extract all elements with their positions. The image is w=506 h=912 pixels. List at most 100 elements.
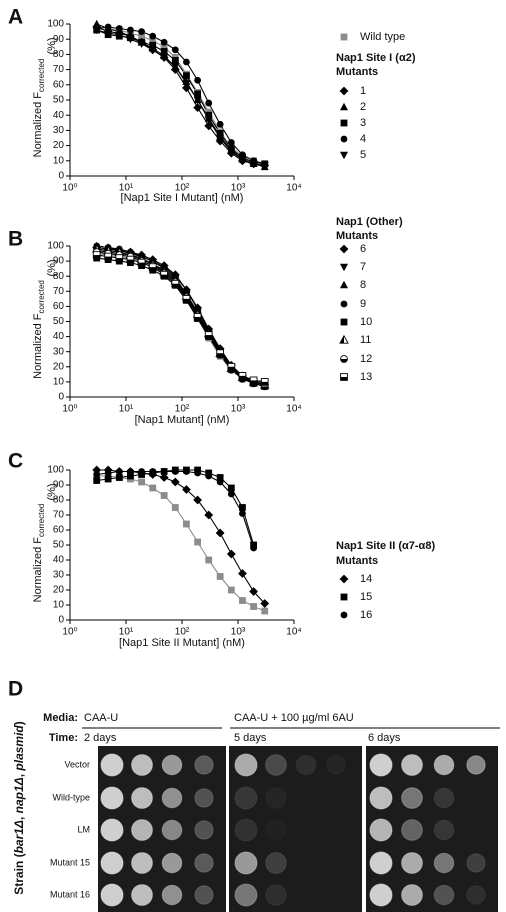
y-axis-label-sub: corrected: [37, 59, 46, 92]
marker-part: [239, 378, 246, 383]
data-point: [93, 477, 101, 484]
strain-label: Vector: [64, 759, 90, 769]
data-point: [182, 83, 191, 93]
y-tick-label: 60: [53, 301, 65, 312]
data-point: [250, 603, 258, 610]
data-point: [239, 597, 246, 604]
colony-spot: [401, 787, 423, 809]
data-point: [260, 599, 270, 608]
data-point: [92, 26, 101, 35]
y-tick-label: 20: [53, 140, 65, 151]
marker-part: [104, 256, 112, 260]
strain-label: Wild-type: [52, 792, 90, 802]
colony-spot: [326, 755, 346, 775]
data-point: [138, 468, 146, 475]
data-point: [171, 504, 179, 511]
data-point: [216, 130, 224, 137]
data-point: [204, 510, 214, 520]
legend-heading: Nap1 Site I (α2): [336, 52, 416, 64]
colony-spot: [131, 787, 153, 809]
colony-spot: [433, 819, 455, 841]
data-point: [115, 254, 124, 262]
data-point: [92, 19, 101, 28]
data-point: [137, 258, 146, 267]
colony-spot: [265, 852, 287, 874]
y-tick-label: 30: [53, 346, 65, 357]
marker-part: [340, 335, 344, 344]
data-point: [160, 468, 168, 475]
data-point: [160, 492, 168, 499]
colony-spot: [401, 884, 423, 906]
media: CAA-U: [84, 712, 118, 724]
y-tick-label: 100: [47, 241, 64, 252]
colony-spot: [433, 884, 455, 906]
y-axis-label-unit: (%): [46, 259, 58, 276]
y-tick-label: 40: [53, 110, 65, 121]
colony-spot: [194, 755, 214, 775]
colony-spot: [266, 820, 287, 841]
legend-marker: [340, 300, 348, 308]
data-point: [171, 63, 180, 71]
legend-label: 11: [360, 334, 371, 346]
data-point: [249, 587, 259, 596]
data-point: [92, 251, 101, 259]
data-point: [104, 469, 112, 477]
fit-line: [96, 249, 265, 384]
y-tick-label: 50: [53, 95, 65, 106]
strain-axis-label-part: plasmid: [12, 725, 26, 772]
colony-spot: [433, 754, 455, 776]
marker-part: [250, 380, 258, 384]
data-point: [149, 41, 157, 49]
data-point: [227, 139, 235, 146]
colony-spot: [401, 819, 423, 841]
data-point: [249, 376, 258, 385]
data-point: [149, 37, 157, 45]
legend-marker: [339, 244, 349, 254]
y-tick-label: 70: [53, 64, 65, 75]
y-tick-label: 10: [53, 155, 65, 166]
x-tick-label: 10¹: [119, 404, 134, 415]
legend-label: 15: [360, 591, 372, 603]
data-point: [238, 156, 247, 164]
x-tick-label: 10¹: [119, 627, 134, 638]
panel-label: A: [8, 6, 23, 29]
fit-line: [96, 251, 265, 387]
data-point: [127, 468, 134, 475]
data-point: [227, 484, 235, 492]
legend-label: 16: [360, 609, 372, 621]
colony-spot: [161, 884, 183, 906]
y-tick-label: 90: [53, 480, 65, 491]
legend-marker: [340, 611, 348, 619]
marker-part: [261, 386, 269, 390]
data-point: [115, 468, 123, 475]
data-point: [183, 58, 190, 66]
x-tick-label: 10³: [231, 183, 246, 194]
data-point: [138, 28, 146, 35]
colony-spot: [100, 851, 124, 875]
marker-part: [340, 359, 348, 363]
data-point: [227, 586, 235, 594]
colony-spot: [265, 787, 287, 809]
legend-label: 3: [360, 117, 366, 129]
legend-label: 13: [360, 371, 372, 383]
data-point: [92, 465, 102, 475]
media: CAA-U + 100 µg/ml 6AU: [234, 712, 354, 724]
time: 6 days: [368, 732, 401, 744]
legend-marker: [339, 334, 349, 344]
data-point: [216, 474, 224, 481]
time-label: Time:: [49, 732, 78, 744]
data-point: [260, 378, 269, 386]
data-point: [238, 569, 247, 578]
colony-spot: [161, 787, 183, 809]
x-tick-label: 10⁰: [62, 404, 77, 415]
marker-part: [250, 383, 258, 387]
fit-line: [96, 245, 265, 383]
fit-line: [96, 26, 265, 166]
strain-axis-label-part: Strain (: [12, 853, 26, 894]
colony-spot: [131, 884, 153, 906]
data-point: [148, 46, 157, 55]
x-tick-label: 10¹: [119, 183, 134, 194]
y-tick-label: 60: [53, 79, 65, 90]
marker-part: [149, 267, 157, 271]
y-tick-label: 60: [53, 525, 65, 536]
